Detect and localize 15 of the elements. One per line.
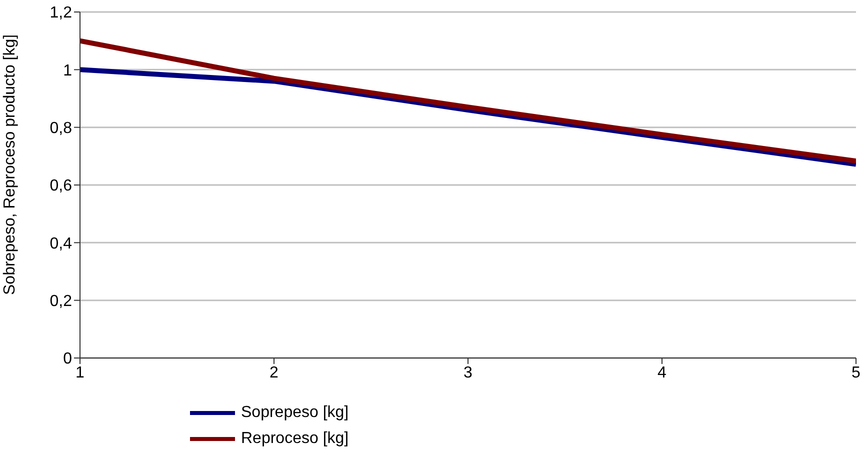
legend-label: Reproceso [kg] — [241, 430, 349, 448]
y-axis-title: Sobrepeso, Reproceso producto [kg] — [2, 34, 19, 295]
x-tick-label: 2 — [270, 364, 279, 382]
legend-label: Soprepeso [kg] — [241, 404, 349, 422]
y-tick-label: 1 — [63, 62, 72, 80]
x-tick-label: 1 — [76, 364, 85, 382]
y-tick-label: 0,6 — [50, 178, 72, 195]
y-tick-label: 1,2 — [50, 4, 72, 22]
y-tick-label: 0,4 — [50, 235, 72, 252]
x-tick-label: 3 — [464, 364, 473, 382]
x-tick-label: 5 — [852, 364, 861, 382]
y-tick-label: 0,2 — [50, 293, 72, 310]
x-tick-label: 4 — [658, 364, 667, 382]
y-tick-label: 0 — [63, 350, 72, 368]
y-tick-label: 0,8 — [50, 120, 72, 138]
